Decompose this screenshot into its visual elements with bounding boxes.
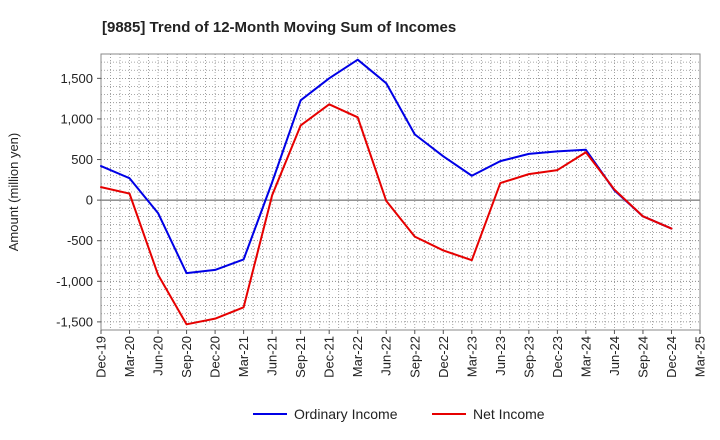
x-tick-label: Jun-23: [493, 336, 508, 376]
x-tick-label: Dec-21: [322, 336, 337, 378]
y-tick-label: -1,000: [56, 274, 93, 289]
axis-layer: -1,500 -1,000 -500 0 500 1,000 1,500 Dec-19 Mar-…: [56, 53, 708, 378]
y-tick-label: 500: [71, 152, 93, 167]
series-layer: [100, 58, 673, 326]
x-tick-label: Mar-21: [236, 336, 251, 377]
x-tick-label: Mar-20: [122, 336, 137, 377]
x-tick-label: Jun-21: [265, 336, 280, 376]
x-tick-label: Dec-24: [664, 336, 679, 378]
plot-area: [101, 54, 700, 330]
x-tick-label: Mar-22: [350, 336, 365, 377]
x-tick-label: Sep-24: [635, 336, 650, 378]
x-tick-label: Mar-24: [578, 336, 593, 377]
legend: Ordinary Income Net Income: [253, 406, 545, 422]
x-tick-label: Jun-20: [151, 336, 166, 376]
y-tick-label: -1,500: [56, 314, 93, 329]
chart-title: [9885] Trend of 12-Month Moving Sum of I…: [102, 19, 456, 36]
x-tick-label: Dec-23: [550, 336, 565, 378]
y-tick-label: 1,500: [60, 71, 93, 86]
x-tick-label: Dec-22: [436, 336, 451, 378]
y-tick-label: 1,000: [60, 111, 93, 126]
series-line-net-income: [100, 103, 673, 326]
series-line-ordinary-income: [100, 58, 673, 275]
x-tick-label: Sep-20: [179, 336, 194, 378]
legend-label: Ordinary Income: [294, 406, 398, 422]
y-axis-label: Amount (million yen): [6, 133, 21, 252]
x-tick-label: Dec-19: [94, 336, 109, 378]
x-tick-label: Mar-23: [464, 336, 479, 377]
grid-layer: [101, 53, 700, 331]
x-tick-label: Jun-24: [607, 336, 622, 376]
y-tick-label: 0: [86, 193, 93, 208]
y-tick-label: -500: [67, 233, 93, 248]
legend-label: Net Income: [473, 406, 545, 422]
x-tick-label: Sep-21: [293, 336, 308, 378]
x-tick-label: Sep-22: [407, 336, 422, 378]
plot-border: [100, 53, 701, 331]
x-tick-label: Mar-25: [693, 336, 708, 377]
x-tick-label: Dec-20: [208, 336, 223, 378]
x-tick-label: Jun-22: [379, 336, 394, 376]
x-tick-label: Sep-23: [521, 336, 536, 378]
